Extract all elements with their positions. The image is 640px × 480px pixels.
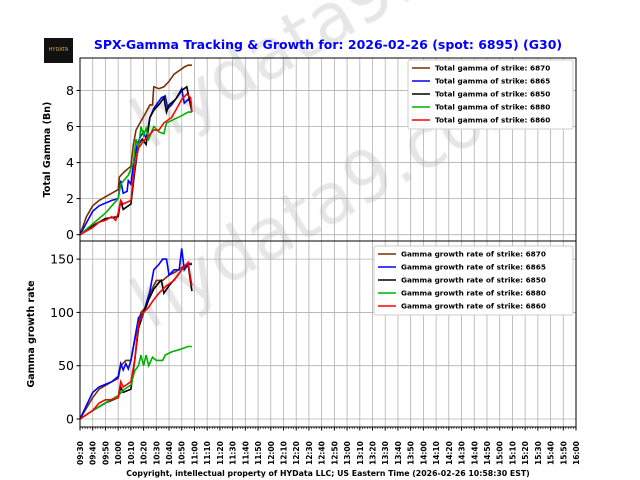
- legend-box: [373, 245, 574, 316]
- x-tick-label: 10:40: [165, 441, 174, 465]
- x-tick-label: 12:10: [279, 441, 288, 465]
- series-line-6880: [79, 345, 192, 420]
- x-tick-label: 11:10: [203, 441, 212, 465]
- series-line-6865: [79, 248, 192, 420]
- x-tick-label: 09:40: [89, 441, 98, 465]
- x-tick-label: 14:20: [445, 441, 454, 465]
- y-tick-label: 100: [50, 305, 74, 320]
- x-tick-label: 11:30: [229, 441, 238, 465]
- series-line-6870: [79, 64, 192, 235]
- legend-entry: Gamma growth rate of strike: 6870: [401, 250, 546, 259]
- legend-entry: Total gamma of strike: 6850: [435, 90, 550, 99]
- y-tick-label: 150: [50, 252, 74, 267]
- y-axis-label: Total Gamma (Bn): [42, 102, 53, 198]
- y-tick-label: 2: [66, 191, 74, 206]
- x-tick-label: 15:30: [534, 441, 543, 465]
- x-tick-label: 10:20: [140, 441, 149, 465]
- x-tick-label: 09:30: [76, 441, 85, 465]
- x-tick-label: 10:10: [127, 441, 136, 465]
- panel-1: 0 2 4 6 8 Total Gamma (Bn) Total gamma of stri…: [42, 57, 577, 242]
- x-tick-label: 15:20: [521, 441, 530, 465]
- legend-entry: Gamma growth rate of strike: 6860: [401, 302, 546, 311]
- x-tick-label: 13:10: [356, 441, 365, 465]
- x-tick-label: 15:40: [547, 441, 556, 465]
- axes-frame: [79, 240, 577, 428]
- x-tick-label: 15:10: [508, 441, 517, 465]
- series-line-6860: [79, 92, 193, 236]
- x-tick-label: 11:40: [241, 441, 250, 465]
- legend-entry: Gamma growth rate of strike: 6865: [401, 263, 546, 272]
- hydata-logo: HYDATA: [44, 38, 73, 63]
- legend-entry: Total gamma of strike: 6870: [435, 64, 550, 73]
- y-tick-label: 4: [66, 155, 74, 170]
- x-tick-label: 10:30: [152, 441, 161, 465]
- x-tick-label: 10:00: [114, 441, 123, 465]
- legend: Total gamma of strike: 6870 Total gamma o…: [407, 59, 574, 130]
- x-tick-label: 14:00: [419, 441, 428, 465]
- x-tick-label: 15:00: [496, 441, 505, 465]
- legend-entry: Total gamma of strike: 6865: [435, 77, 550, 86]
- y-tick-label: 50: [58, 358, 74, 373]
- y-tick-label: 6: [66, 119, 74, 134]
- legend-entry: Gamma growth rate of strike: 6850: [401, 276, 546, 285]
- x-tick-label: 13:50: [407, 441, 416, 465]
- x-tick-label: 13:20: [369, 441, 378, 465]
- legend-box: [407, 59, 574, 130]
- x-tick-label: 12:40: [318, 441, 327, 465]
- x-tick-label: 14:40: [470, 441, 479, 465]
- x-tick-label: 12:30: [305, 441, 314, 465]
- x-tick-label: 14:30: [458, 441, 467, 465]
- copyright-footer: Copyright, intellectual property of HYDa…: [126, 469, 529, 478]
- legend-entry: Total gamma of strike: 6860: [435, 116, 550, 125]
- x-tick-label: 14:10: [432, 441, 441, 465]
- legend: Gamma growth rate of strike: 6870 Gamma g…: [373, 245, 574, 316]
- x-tick-label: 10:50: [178, 441, 187, 465]
- x-tick-label: 11:20: [216, 441, 225, 465]
- legend-entry: Total gamma of strike: 6880: [435, 103, 550, 112]
- x-tick-label: 13:40: [394, 441, 403, 465]
- x-tick-label: 12:00: [267, 441, 276, 465]
- chart-title: SPX-Gamma Tracking & Growth for: 2026-02…: [94, 37, 562, 52]
- y-axis-label: Gamma growth rate: [26, 280, 37, 387]
- y-tick-label: 8: [66, 83, 74, 98]
- series-line-6880: [79, 111, 192, 236]
- x-tick-label: 13:00: [343, 441, 352, 465]
- x-tick-label: 12:50: [330, 441, 339, 465]
- x-tick-label: 11:00: [190, 441, 199, 465]
- y-tick-label: 0: [66, 412, 74, 427]
- x-tick-label: 09:50: [101, 441, 110, 465]
- series-line-6860: [79, 260, 193, 420]
- x-tick-label: 12:20: [292, 441, 301, 465]
- x-tick-label: 13:30: [381, 441, 390, 465]
- legend-entry: Gamma growth rate of strike: 6880: [401, 289, 546, 298]
- x-tick-label: 14:50: [483, 441, 492, 465]
- x-tick-label: 11:50: [254, 441, 263, 465]
- x-tick-label: 15:50: [559, 441, 568, 465]
- panel-2: 09:30 09:40 09:50 10:00 10:10 10:20 10:30 10:40…: [26, 240, 581, 465]
- y-tick-label: 0: [66, 227, 74, 242]
- x-tick-label: 16:00: [572, 441, 581, 465]
